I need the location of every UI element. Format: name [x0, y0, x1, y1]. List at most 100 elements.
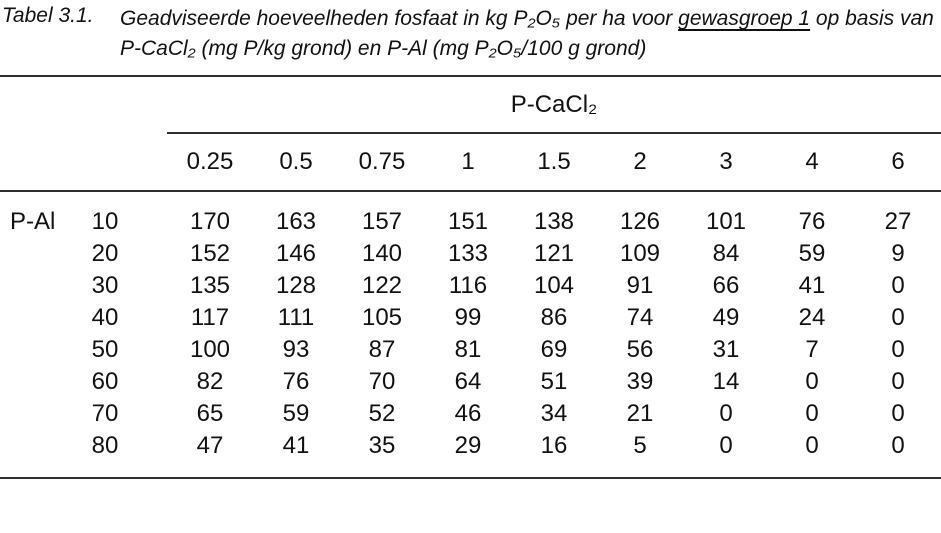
cell: 31 [712, 336, 740, 363]
cell: 91 [626, 272, 654, 299]
cell: 121 [533, 240, 575, 267]
cell: 0 [805, 400, 819, 427]
cell: 82 [196, 368, 224, 395]
p-al-value: 80 [75, 430, 167, 479]
empty-cell [0, 270, 75, 302]
cell: 99 [454, 304, 482, 331]
p-al-value: 30 [91, 272, 119, 299]
cell: 49 [712, 304, 740, 331]
cell: 47 [167, 430, 253, 479]
column-header: 0.25 [167, 133, 253, 192]
cell: 0 [769, 430, 855, 479]
cell: 16 [511, 430, 597, 479]
cell: 0 [683, 430, 769, 479]
caption-line1-pre: Geadviseerde hoeveelheden fosfaat in kg … [120, 7, 679, 30]
p-al-value: 20 [91, 240, 119, 267]
cell: 24 [798, 304, 826, 331]
cell: 59 [798, 240, 826, 267]
cell: 101 [705, 208, 747, 235]
table-row: 50 100 93 87 81 69 56 31 7 0 [0, 334, 941, 366]
cell: 0 [891, 400, 905, 427]
cell: 27 [884, 208, 912, 235]
column-header: 1 [425, 133, 511, 192]
cell: 93 [282, 336, 310, 363]
cell: 100 [189, 336, 231, 363]
cell: 59 [282, 400, 310, 427]
cell: 163 [275, 208, 317, 235]
column-header-row: 0.25 0.5 0.75 1 1.5 2 3 4 6 [0, 133, 941, 192]
cell: 52 [368, 400, 396, 427]
cell: 51 [540, 368, 568, 395]
empty-cell [0, 238, 75, 270]
column-header: 0.75 [339, 133, 425, 192]
empty-cell [0, 398, 75, 430]
cell: 84 [712, 240, 740, 267]
caption-line-2: P-CaCl₂ (mg P/kg grond) en P-Al (mg P₂O₅… [120, 37, 647, 60]
cell: 0 [891, 368, 905, 395]
cell: 0 [891, 304, 905, 331]
cell: 135 [189, 272, 231, 299]
cell: 157 [361, 208, 403, 235]
p-al-value: 70 [91, 400, 119, 427]
cell: 46 [454, 400, 482, 427]
cell: 9 [891, 240, 905, 267]
cell: 133 [447, 240, 489, 267]
p-al-value: 50 [91, 336, 119, 363]
table-row: 40 117 111 105 99 86 74 49 24 0 [0, 302, 941, 334]
cell: 104 [533, 272, 575, 299]
p-al-group-label: P-Al [10, 208, 56, 235]
cell: 81 [454, 336, 482, 363]
p-al-value: 40 [91, 304, 119, 331]
table-row: 80 47 41 35 29 16 5 0 0 0 [0, 430, 941, 479]
empty-cell [0, 302, 75, 334]
table-caption: Tabel 3.1. Geadviseerde hoeveelheden fos… [0, 0, 941, 75]
cell: 0 [891, 336, 905, 363]
cell: 151 [447, 208, 489, 235]
cell: 66 [712, 272, 740, 299]
cell: 0 [855, 430, 941, 479]
table-row: P-Al 10 170 163 157 151 138 126 101 76 27 [0, 191, 941, 238]
cell: 74 [626, 304, 654, 331]
cell: 86 [540, 304, 568, 331]
table-caption-text: Geadviseerde hoeveelheden fosfaat in kg … [120, 4, 941, 75]
cell: 170 [189, 208, 231, 235]
cell: 116 [448, 272, 488, 299]
cell: 117 [190, 304, 230, 331]
empty-cell [0, 366, 75, 398]
empty-cell [0, 430, 75, 479]
p-cacl2-group-header: P-CaCl₂ [167, 76, 941, 134]
caption-line1-post: op basis van [810, 7, 934, 30]
cell: 0 [891, 272, 905, 299]
cell: 70 [368, 368, 396, 395]
column-header: 0.5 [253, 133, 339, 192]
cell: 5 [597, 430, 683, 479]
table-row: 70 65 59 52 46 34 21 0 0 0 [0, 398, 941, 430]
table-caption-number: Tabel 3.1. [2, 4, 94, 27]
column-header: 6 [855, 133, 941, 192]
caption-line-1: Geadviseerde hoeveelheden fosfaat in kg … [120, 4, 941, 34]
cell: 109 [619, 240, 661, 267]
cell: 41 [253, 430, 339, 479]
cell: 65 [196, 400, 224, 427]
cell: 0 [719, 400, 733, 427]
cell: 56 [626, 336, 654, 363]
p-al-value: 10 [91, 208, 119, 235]
phosphate-advice-table: P-CaCl₂ 0.25 0.5 0.75 1 1.5 2 3 4 6 P-Al… [0, 75, 941, 479]
cell: 35 [339, 430, 425, 479]
caption-underlined-term: gewasgroep 1 [678, 7, 811, 30]
cell: 152 [189, 240, 231, 267]
column-header: 2 [597, 133, 683, 192]
cell: 105 [361, 304, 403, 331]
cell: 87 [368, 336, 396, 363]
cell: 7 [805, 336, 819, 363]
column-header: 1.5 [511, 133, 597, 192]
cell: 146 [275, 240, 317, 267]
p-al-value: 60 [91, 368, 119, 395]
cell: 76 [282, 368, 310, 395]
cell: 14 [712, 368, 740, 395]
cell: 0 [805, 368, 819, 395]
cell: 29 [425, 430, 511, 479]
cell: 140 [361, 240, 403, 267]
column-header: 3 [683, 133, 769, 192]
empty-cell [0, 334, 75, 366]
